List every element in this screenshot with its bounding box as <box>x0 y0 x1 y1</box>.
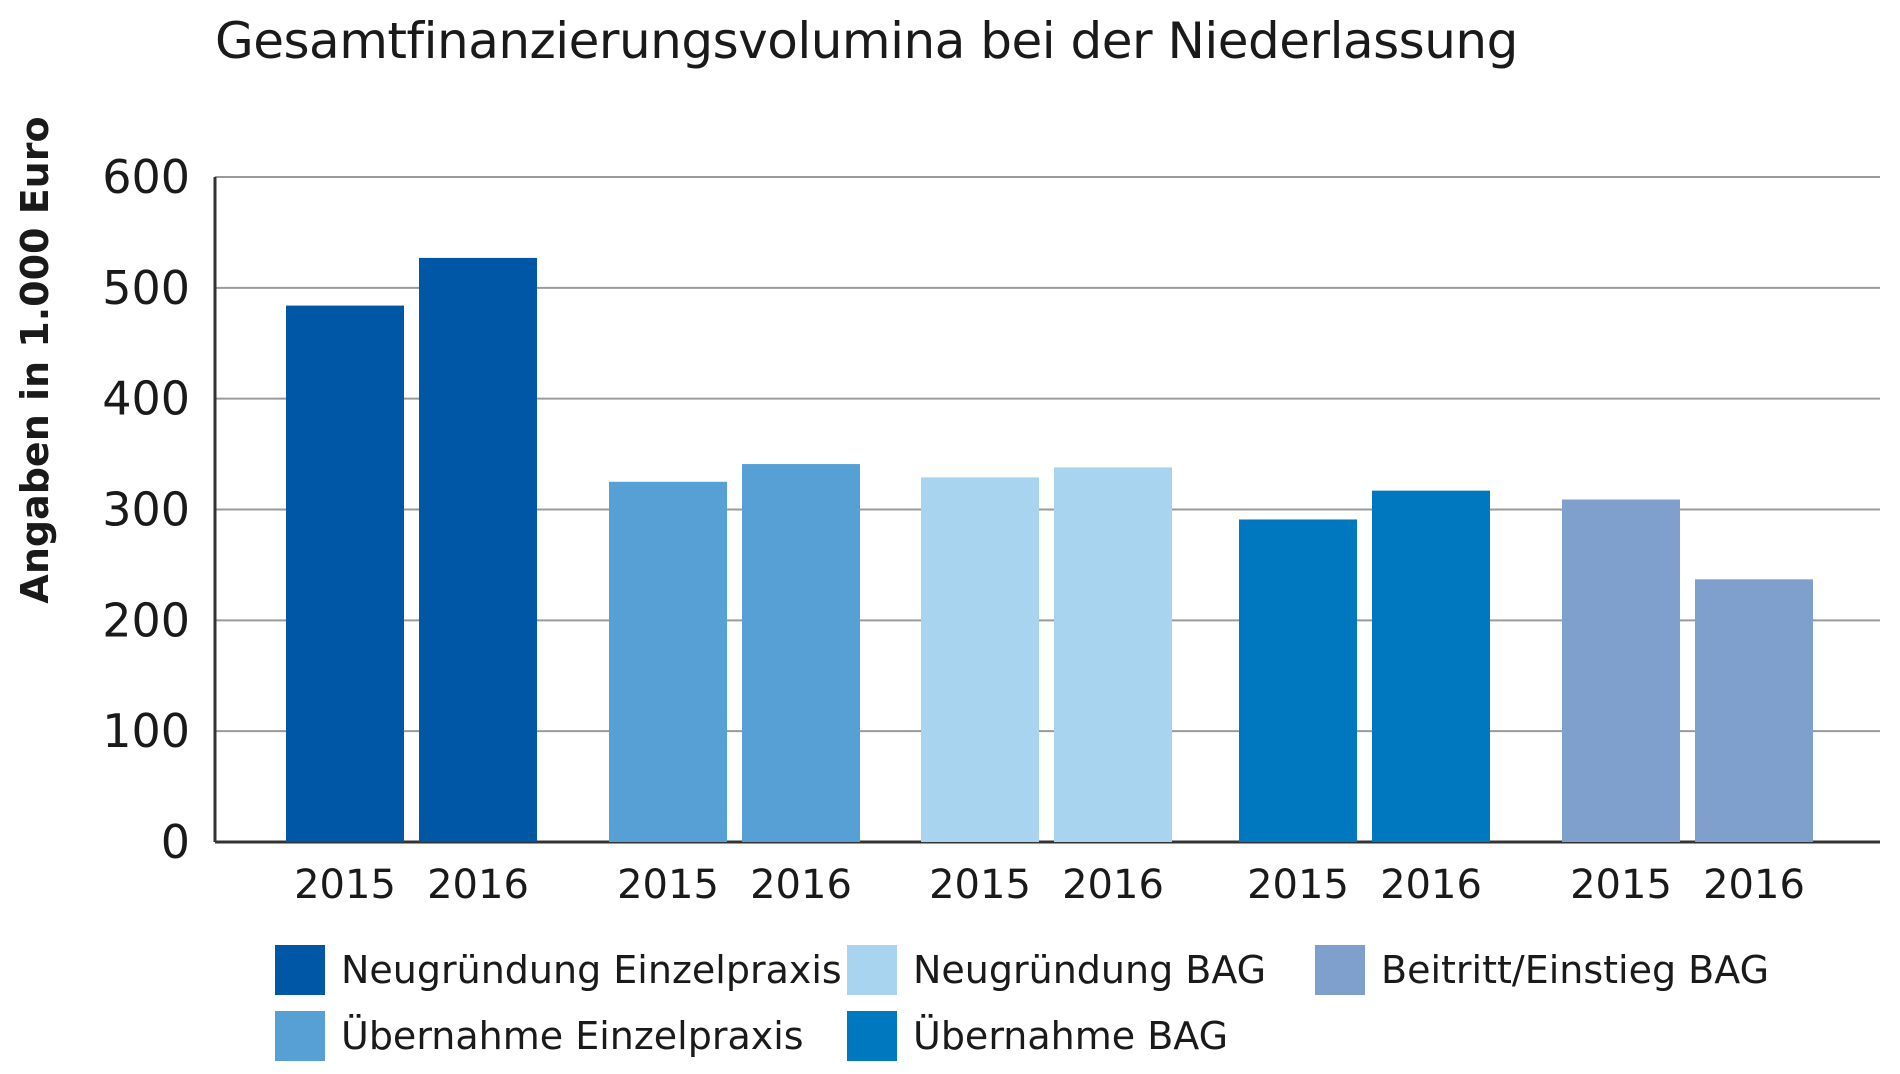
y-tick-label: 500 <box>102 261 190 315</box>
bar <box>1562 499 1680 842</box>
x-tick-label: 2015 <box>1247 862 1349 908</box>
x-tick-label: 2015 <box>294 862 396 908</box>
bar <box>1695 579 1813 842</box>
bar <box>742 464 860 842</box>
x-tick-label: 2016 <box>1380 862 1482 908</box>
bar-chart: 0 100 200 300 400 500 600 Angaben in 1.000 Euro… <box>13 116 1880 908</box>
legend-label: Übernahme BAG <box>913 1013 1229 1058</box>
bar <box>609 481 727 842</box>
y-tick-label: 0 <box>161 815 190 869</box>
x-tick-label: 2016 <box>1062 862 1164 908</box>
legend-swatch <box>275 944 325 995</box>
bar <box>1239 519 1357 842</box>
legend-item: Neugründung Einzelpraxis <box>275 942 842 997</box>
legend-swatch <box>847 1010 897 1061</box>
legend-label: Neugründung Einzelpraxis <box>341 947 842 992</box>
legend: Neugründung Einzelpraxis Übernahme Einzel… <box>275 942 1835 1067</box>
legend-label: Neugründung BAG <box>913 947 1267 992</box>
y-tick-label: 100 <box>102 704 190 758</box>
y-tick-label: 400 <box>102 372 190 426</box>
legend-item: Neugründung BAG <box>847 942 1266 997</box>
bar <box>286 305 404 843</box>
legend-label: Übernahme Einzelpraxis <box>341 1013 804 1058</box>
bar <box>921 477 1039 842</box>
y-axis-label: Angaben in 1.000 Euro <box>13 116 57 603</box>
chart-title: Gesamtfinanzierungsvolumina bei der Nied… <box>215 12 1518 70</box>
bar <box>1054 467 1172 842</box>
y-tick-label: 200 <box>102 593 190 647</box>
bar <box>419 257 537 842</box>
legend-item: Übernahme Einzelpraxis <box>275 1008 804 1063</box>
legend-swatch <box>847 944 897 995</box>
x-tick-label: 2016 <box>750 862 852 908</box>
legend-swatch <box>275 1010 325 1061</box>
legend-item: Beitritt/Einstieg BAG <box>1315 942 1769 997</box>
legend-item: Übernahme BAG <box>847 1008 1228 1063</box>
bar <box>1372 490 1490 842</box>
legend-swatch <box>1315 944 1365 995</box>
x-tick-label: 2015 <box>1570 862 1672 908</box>
x-tick-label: 2016 <box>1703 862 1805 908</box>
x-tick-label: 2015 <box>929 862 1031 908</box>
x-tick-label: 2016 <box>427 862 529 908</box>
y-tick-label: 300 <box>102 483 190 537</box>
x-tick-label: 2015 <box>617 862 719 908</box>
legend-label: Beitritt/Einstieg BAG <box>1381 947 1770 992</box>
y-tick-label: 600 <box>102 150 190 204</box>
